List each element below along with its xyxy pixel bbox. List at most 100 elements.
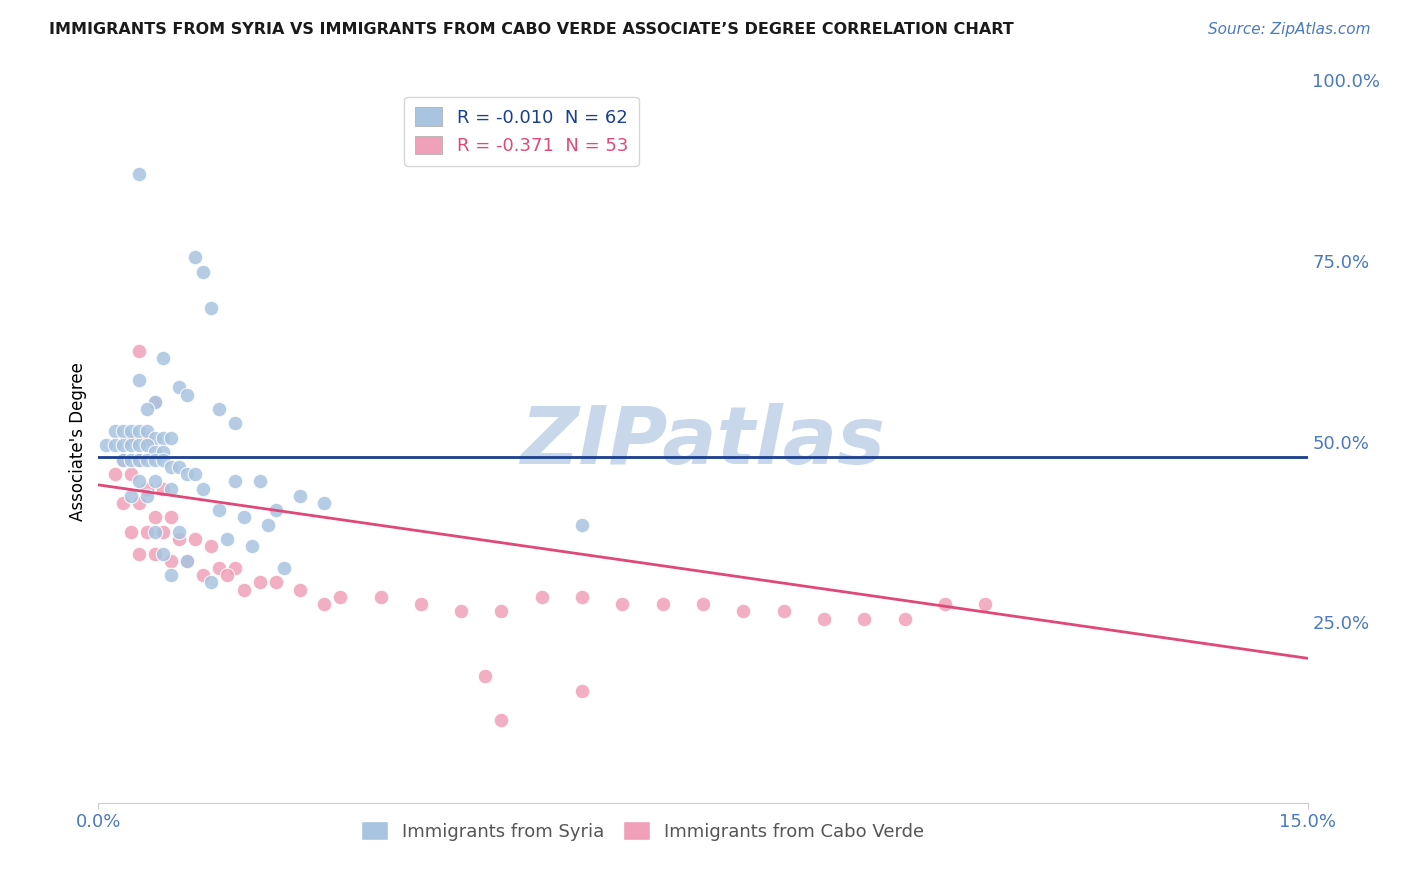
Point: [208, 561, 231, 575]
Point: [651, 597, 673, 611]
Point: [143, 475, 166, 489]
Point: [167, 459, 190, 474]
Point: [934, 597, 956, 611]
Point: [200, 301, 222, 315]
Point: [217, 568, 239, 582]
Point: [120, 467, 142, 481]
Point: [96, 438, 118, 452]
Point: [152, 482, 174, 496]
Point: [103, 467, 125, 481]
Point: [152, 452, 174, 467]
Point: [120, 489, 142, 503]
Point: [184, 532, 207, 546]
Point: [120, 431, 142, 445]
Text: Source: ZipAtlas.com: Source: ZipAtlas.com: [1208, 22, 1371, 37]
Point: [176, 554, 198, 568]
Point: [143, 547, 166, 561]
Point: [167, 524, 190, 539]
Point: [143, 431, 166, 445]
Point: [120, 438, 142, 452]
Point: [530, 590, 553, 604]
Point: [571, 683, 593, 698]
Point: [128, 547, 150, 561]
Point: [152, 547, 174, 561]
Point: [571, 517, 593, 532]
Point: [152, 351, 174, 366]
Point: [128, 373, 150, 387]
Point: [249, 575, 271, 590]
Point: [128, 496, 150, 510]
Point: [135, 489, 157, 503]
Point: [120, 524, 142, 539]
Point: [135, 524, 157, 539]
Point: [224, 417, 246, 431]
Point: [264, 575, 287, 590]
Point: [193, 265, 215, 279]
Point: [120, 424, 142, 438]
Point: [193, 568, 215, 582]
Point: [329, 590, 352, 604]
Point: [160, 482, 183, 496]
Point: [893, 611, 915, 625]
Text: IMMIGRANTS FROM SYRIA VS IMMIGRANTS FROM CABO VERDE ASSOCIATE’S DEGREE CORRELATI: IMMIGRANTS FROM SYRIA VS IMMIGRANTS FROM…: [49, 22, 1014, 37]
Point: [128, 452, 150, 467]
Point: [692, 597, 714, 611]
Point: [128, 344, 150, 359]
Point: [167, 380, 190, 394]
Point: [450, 604, 472, 618]
Point: [256, 517, 278, 532]
Point: [135, 431, 157, 445]
Point: [176, 554, 198, 568]
Point: [184, 250, 207, 264]
Point: [135, 452, 157, 467]
Point: [120, 452, 142, 467]
Point: [217, 532, 239, 546]
Point: [853, 611, 876, 625]
Point: [176, 467, 198, 481]
Point: [128, 167, 150, 181]
Point: [208, 503, 231, 517]
Point: [571, 590, 593, 604]
Point: [232, 510, 254, 524]
Point: [160, 568, 183, 582]
Point: [184, 467, 207, 481]
Point: [128, 438, 150, 452]
Point: [193, 482, 215, 496]
Point: [772, 604, 794, 618]
Point: [409, 597, 432, 611]
Text: ZIPatlas: ZIPatlas: [520, 402, 886, 481]
Point: [143, 445, 166, 459]
Point: [224, 475, 246, 489]
Point: [612, 597, 634, 611]
Point: [474, 669, 496, 683]
Point: [288, 582, 311, 597]
Point: [314, 597, 336, 611]
Point: [143, 452, 166, 467]
Point: [314, 496, 336, 510]
Point: [370, 590, 392, 604]
Point: [160, 459, 183, 474]
Point: [152, 445, 174, 459]
Point: [974, 597, 997, 611]
Point: [240, 539, 263, 553]
Point: [491, 713, 513, 727]
Point: [135, 424, 157, 438]
Point: [111, 438, 134, 452]
Point: [491, 604, 513, 618]
Point: [152, 431, 174, 445]
Point: [733, 604, 755, 618]
Point: [111, 452, 134, 467]
Point: [224, 561, 246, 575]
Point: [128, 452, 150, 467]
Point: [143, 510, 166, 524]
Point: [200, 539, 222, 553]
Point: [160, 554, 183, 568]
Point: [208, 402, 231, 417]
Point: [200, 575, 222, 590]
Point: [167, 532, 190, 546]
Point: [111, 452, 134, 467]
Point: [135, 402, 157, 417]
Point: [273, 561, 295, 575]
Point: [111, 496, 134, 510]
Point: [152, 524, 174, 539]
